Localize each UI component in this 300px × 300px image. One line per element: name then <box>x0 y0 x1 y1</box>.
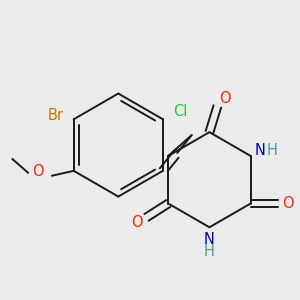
Text: N: N <box>255 143 266 158</box>
Text: O: O <box>131 215 142 230</box>
Text: Br: Br <box>48 108 64 123</box>
Text: Cl: Cl <box>174 104 188 119</box>
Text: O: O <box>283 196 294 211</box>
Text: N: N <box>204 232 215 247</box>
Text: O: O <box>32 164 44 179</box>
Text: H: H <box>204 244 215 259</box>
Text: H: H <box>267 143 278 158</box>
Text: O: O <box>220 91 231 106</box>
